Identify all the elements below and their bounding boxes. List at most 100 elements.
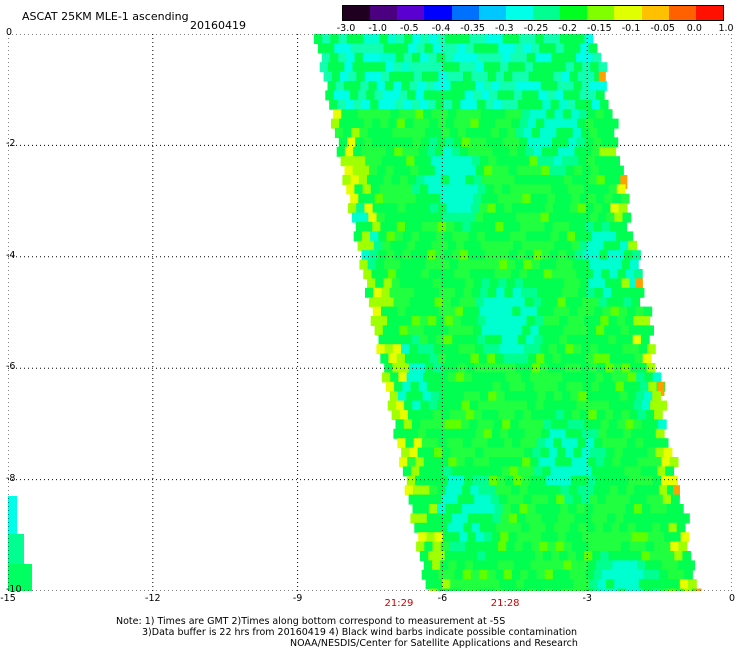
swath-cell: [582, 532, 591, 543]
swath-cell: [394, 250, 404, 261]
swath-cell: [379, 52, 388, 63]
swath-cell: [542, 99, 552, 110]
swath-cell: [682, 551, 692, 561]
swath-cell: [543, 551, 552, 561]
swath-cell: [450, 579, 459, 590]
swath-cell: [327, 81, 337, 91]
swath-cell: [346, 34, 356, 44]
swath-fragment: [8, 564, 32, 591]
swath-cell: [506, 175, 516, 185]
swath-cell: [573, 62, 583, 73]
swath-cell: [518, 316, 528, 326]
swath-cell: [355, 118, 365, 129]
swath-cell: [546, 240, 555, 251]
swath-cell: [508, 146, 518, 157]
swath-cell: [646, 494, 656, 505]
swath-cell: [428, 52, 438, 63]
swath-cell: [657, 466, 666, 477]
swath-cell: [434, 447, 443, 458]
swath-cell: [452, 99, 461, 110]
swath-cell: [483, 532, 493, 543]
swath-cell: [428, 400, 438, 411]
swath-cell: [464, 240, 473, 251]
swath-cell: [546, 90, 556, 101]
colorbar-segment: [397, 6, 425, 20]
swath-cell: [436, 551, 446, 561]
swath-cell: [519, 222, 529, 232]
swath-cell: [562, 475, 572, 486]
swath-cell: [412, 485, 422, 496]
swath-cell: [364, 222, 373, 232]
swath-cell: [623, 532, 632, 543]
swath-cell: [408, 410, 417, 420]
swath-cell: [533, 532, 542, 543]
swath-cell: [333, 90, 343, 101]
swath-cell: [398, 240, 408, 251]
swath-cell: [547, 541, 557, 552]
swath-cell: [640, 466, 650, 477]
swath-cell: [575, 466, 584, 477]
swath-cell: [527, 118, 537, 129]
swath-cell: [553, 71, 562, 82]
swath-cell: [426, 381, 436, 392]
swath-cell: [442, 344, 451, 355]
swath-cell: [642, 485, 652, 496]
swath-cell: [493, 419, 503, 430]
swath-cell: [434, 165, 444, 176]
swath-cell: [624, 334, 634, 345]
swath-cell: [382, 240, 391, 251]
swath-cell: [537, 522, 547, 533]
swath-cell: [484, 381, 494, 392]
swath-cell: [446, 203, 456, 214]
swath-cell: [423, 109, 433, 120]
swath-cell: [393, 297, 403, 308]
swath-cell: [440, 541, 450, 552]
swath-cell: [419, 316, 429, 326]
swath-cell: [516, 447, 525, 458]
swath-cell: [379, 34, 389, 44]
swath-cell: [473, 175, 483, 185]
swath-cell: [501, 99, 511, 110]
swath-cell: [534, 99, 543, 110]
swath-cell: [512, 71, 521, 82]
swath-cell: [558, 99, 568, 110]
swath-cell: [434, 62, 444, 73]
swath-cell: [558, 466, 568, 477]
swath-cell: [343, 128, 352, 138]
swath-cell: [460, 334, 470, 345]
swath-cell: [634, 588, 644, 591]
swath-cell: [502, 551, 511, 561]
swath-cell: [330, 34, 340, 44]
swath-cell: [622, 363, 631, 373]
swath-cell: [579, 193, 589, 204]
swath-cell: [672, 513, 682, 524]
map-plot: [8, 34, 732, 591]
swath-cell: [499, 579, 509, 590]
swath-cell: [627, 391, 637, 402]
swath-cell: [628, 325, 638, 336]
swath-cell: [454, 222, 463, 232]
swath-cell: [461, 137, 471, 148]
swath-cell: [518, 400, 528, 411]
swath-cell: [375, 278, 385, 289]
swath-cell: [468, 466, 478, 477]
swath-cell: [357, 109, 367, 120]
swath-cell: [567, 334, 576, 345]
swath-cell: [618, 438, 628, 449]
swath-cell: [487, 222, 496, 232]
swath-cell: [485, 551, 495, 561]
swath-cell: [457, 43, 467, 54]
swath-cell: [495, 306, 505, 317]
swath-cell: [417, 447, 427, 458]
swath-cell: [554, 90, 564, 101]
swath-cell: [643, 438, 653, 449]
swath-cell: [565, 447, 574, 458]
swath-cell: [601, 118, 611, 129]
swath-cell: [521, 240, 531, 251]
swath-cell: [405, 438, 415, 449]
swath-cell: [441, 494, 451, 505]
swath-cell: [436, 52, 446, 63]
swath-cell: [458, 344, 468, 355]
swath-cell: [441, 363, 451, 373]
swath-cell: [548, 344, 558, 355]
